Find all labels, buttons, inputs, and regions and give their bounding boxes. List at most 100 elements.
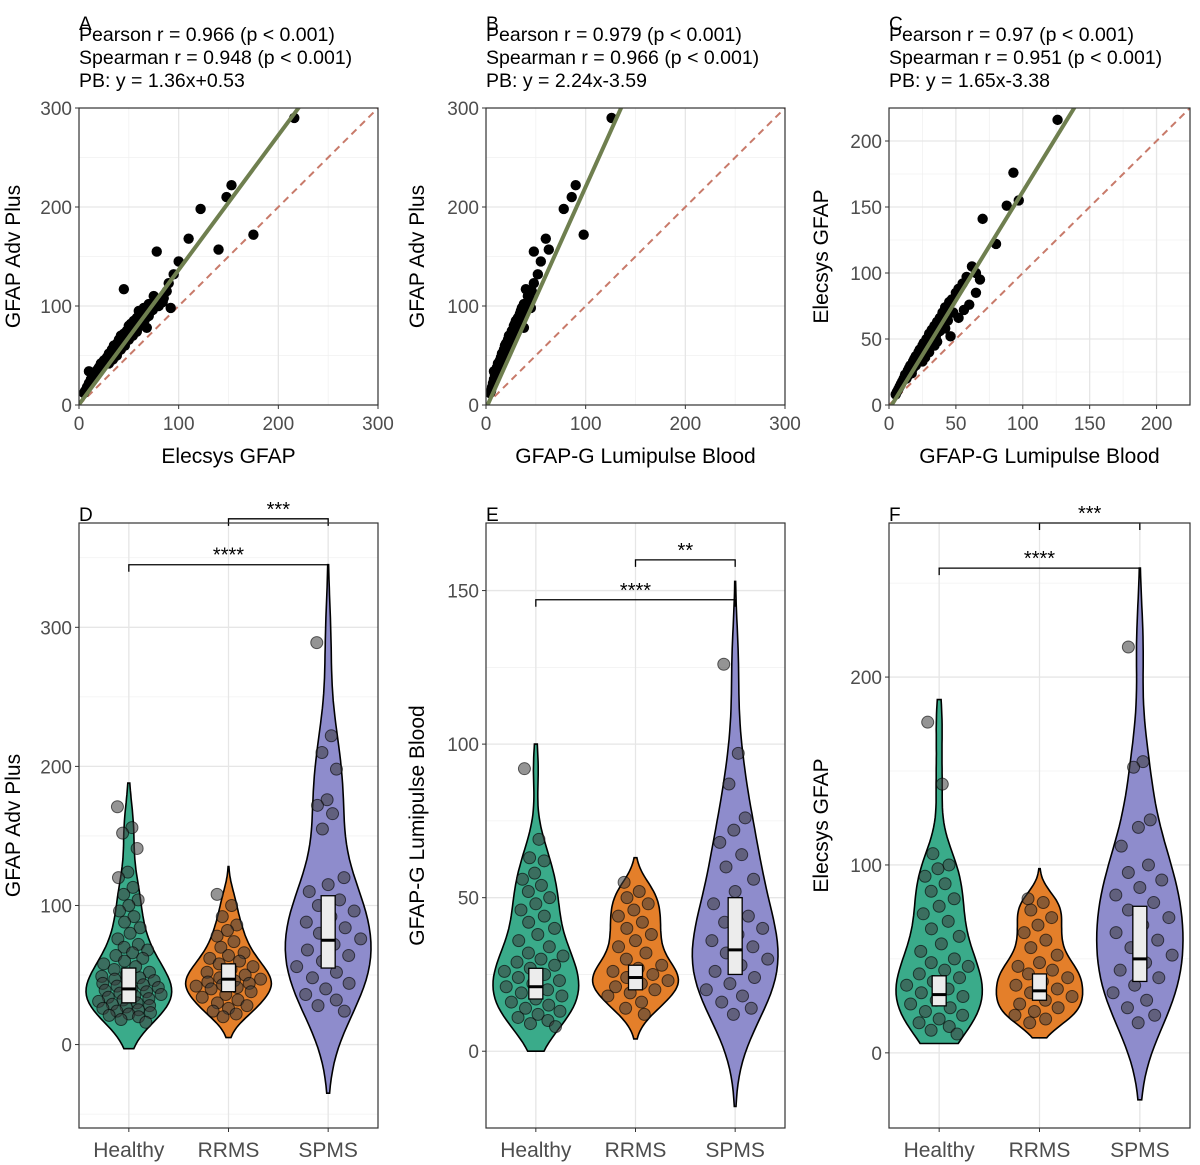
data-point [708, 964, 722, 978]
data-point [102, 1008, 116, 1022]
y-tick-label: 200 [447, 198, 479, 219]
data-point [1024, 941, 1038, 955]
data-point [529, 897, 543, 911]
y-axis-title: GFAP Adv Plus [406, 185, 429, 328]
data-point [648, 983, 662, 997]
data-point [611, 909, 625, 923]
y-tick-label: 0 [468, 396, 479, 417]
data-point [512, 934, 526, 948]
data-point [1013, 997, 1027, 1011]
panel-frame [888, 107, 1191, 406]
data-point [958, 304, 970, 316]
panel-frame [485, 107, 786, 406]
data-point [195, 990, 209, 1004]
data-point [1052, 114, 1063, 126]
data-point [924, 956, 938, 970]
data-point [926, 847, 940, 861]
x-tick-label: RRMS [1009, 1139, 1071, 1162]
data-point [542, 998, 556, 1012]
box-rrms [1031, 973, 1048, 1001]
data-point [609, 980, 623, 994]
data-point [914, 944, 928, 958]
data-point [553, 1004, 567, 1018]
data-point [542, 940, 556, 954]
x-tick-label: SPMS [1110, 1139, 1170, 1162]
data-point [699, 983, 713, 997]
data-point [620, 891, 634, 905]
data-point [1155, 873, 1169, 887]
data-point [326, 807, 340, 821]
data-point [1051, 1001, 1065, 1015]
data-point [329, 993, 343, 1007]
data-point [113, 904, 127, 918]
data-point [523, 851, 537, 865]
data-point [655, 958, 669, 972]
data-point [723, 977, 737, 991]
data-point [528, 278, 540, 289]
data-point [1050, 948, 1064, 962]
data-point [1141, 858, 1155, 872]
y-tick-label: 0 [468, 1042, 479, 1063]
data-point [1162, 911, 1176, 925]
stat-annotation: PB: y = 1.36x+0.53 [79, 70, 245, 92]
data-point [1050, 982, 1064, 996]
data-point [1027, 1005, 1041, 1019]
data-point [528, 246, 540, 257]
data-point [213, 244, 224, 255]
panel-letter: D [79, 505, 93, 526]
data-point [1039, 1012, 1053, 1026]
data-point [627, 903, 641, 917]
data-point [1131, 1016, 1145, 1030]
data-point [931, 862, 945, 876]
data-point [761, 952, 775, 966]
y-tick-label: 300 [40, 618, 72, 639]
data-point [329, 965, 343, 979]
data-point [1121, 865, 1135, 879]
data-point [535, 256, 547, 267]
data-point [310, 636, 324, 650]
significance-label: *** [1078, 503, 1102, 525]
data-point [741, 909, 755, 923]
data-point [511, 971, 525, 985]
data-point [914, 986, 928, 1000]
stat-annotation: Spearman r = 0.948 (p < 0.001) [79, 47, 352, 69]
data-point [534, 878, 548, 892]
x-tick-label: 50 [945, 414, 966, 435]
data-point [617, 875, 631, 889]
data-point [488, 366, 500, 377]
significance-label: ** [678, 540, 694, 562]
data-point [1127, 760, 1141, 774]
data-point [637, 1007, 651, 1021]
data-point [612, 940, 626, 954]
plot-area [79, 108, 378, 405]
data-point [321, 878, 335, 892]
box-healthy [931, 975, 947, 1007]
data-point [183, 233, 194, 244]
data-point [499, 980, 513, 994]
data-point [728, 885, 742, 899]
data-point [953, 971, 967, 985]
data-point [1151, 933, 1165, 947]
x-tick-label: 0 [74, 414, 85, 435]
data-point [347, 904, 361, 918]
data-point [210, 929, 224, 943]
box-spms [320, 895, 336, 969]
data-point [722, 777, 736, 791]
significance-label: *** [267, 499, 291, 521]
data-point [1008, 1008, 1022, 1022]
data-point [552, 974, 566, 988]
data-point [646, 967, 660, 981]
data-point [118, 954, 132, 968]
stat-annotation: Pearson r = 0.966 (p < 0.001) [79, 24, 335, 46]
data-point [203, 951, 217, 965]
data-point [1148, 1008, 1162, 1022]
y-tick-label: 200 [850, 132, 882, 153]
data-point [338, 921, 352, 935]
panel-letter: F [889, 505, 901, 526]
violin-rrms [591, 856, 680, 1040]
data-point [935, 777, 949, 791]
data-point [337, 1004, 351, 1018]
data-point [511, 1010, 525, 1024]
